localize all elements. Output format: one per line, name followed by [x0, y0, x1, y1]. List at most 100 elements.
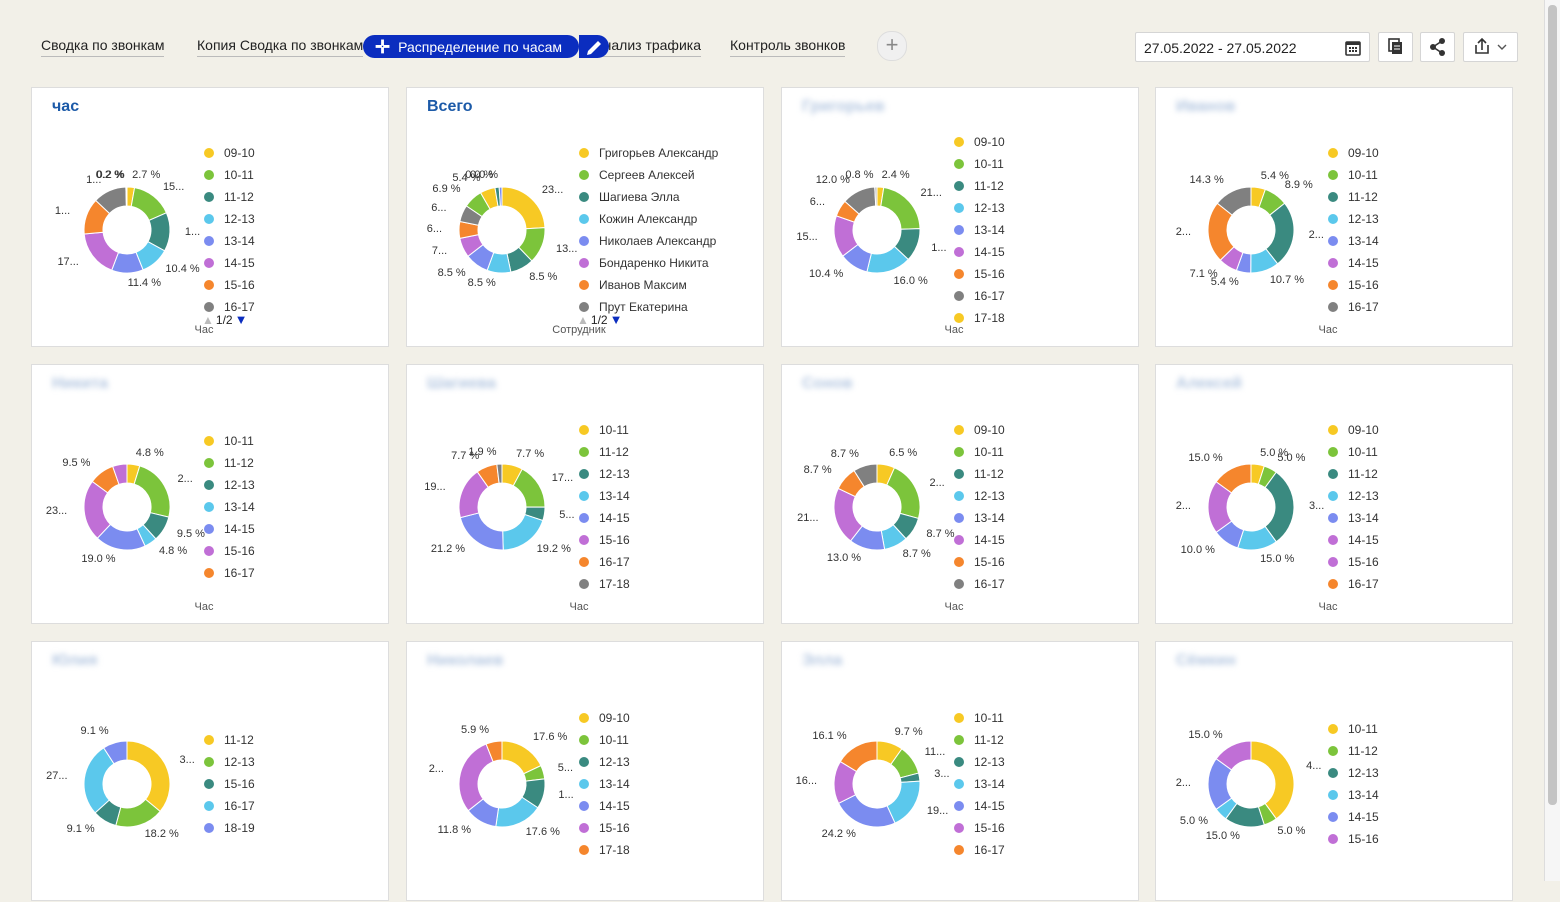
legend-item[interactable]: 15-16	[204, 540, 255, 562]
legend-item[interactable]: 14-15	[1328, 252, 1379, 274]
calendar-icon[interactable]	[1344, 39, 1362, 57]
legend-item[interactable]: 12-13	[204, 208, 255, 230]
pie-slice[interactable]	[485, 740, 503, 763]
legend-item[interactable]: 15-16	[954, 263, 1005, 285]
legend-item[interactable]: 10-11	[954, 153, 1005, 175]
legend-item[interactable]: 13-14	[954, 507, 1005, 529]
legend-item[interactable]: 12-13	[579, 463, 630, 485]
pie-slice[interactable]	[502, 513, 544, 551]
legend-item[interactable]: 09-10	[579, 707, 630, 729]
legend-item[interactable]: 11-12	[204, 452, 255, 474]
legend-item[interactable]: 18-19	[204, 817, 255, 839]
legend-item[interactable]: 15-16	[954, 551, 1005, 573]
legend-item[interactable]: 15-16	[1328, 828, 1379, 850]
legend-item[interactable]: 12-13	[954, 485, 1005, 507]
legend-item[interactable]: 10-11	[204, 430, 255, 452]
legend-item[interactable]: 13-14	[1328, 230, 1379, 252]
legend-item[interactable]: 16-17	[1328, 296, 1379, 318]
pie-slice[interactable]	[853, 463, 878, 488]
legend-item[interactable]: 16-17	[1328, 573, 1379, 595]
export-button[interactable]	[1463, 32, 1518, 62]
legend-item[interactable]: 12-13	[1328, 485, 1379, 507]
pie-slice[interactable]	[874, 186, 878, 207]
legend-item[interactable]: 11-12	[954, 729, 1005, 751]
legend-item[interactable]: 11-12	[204, 729, 255, 751]
legend-item[interactable]: Кожин Александр	[579, 208, 718, 230]
legend-item[interactable]: Шагиева Элла	[579, 186, 718, 208]
legend-item[interactable]: 13-14	[204, 230, 255, 252]
legend-item[interactable]: 10-11	[579, 419, 630, 441]
legend-item[interactable]: 13-14	[954, 219, 1005, 241]
legend-item[interactable]: 15-16	[579, 529, 630, 551]
legend-item[interactable]: 10-11	[204, 164, 255, 186]
legend-item[interactable]: Прут Екатерина	[579, 296, 718, 318]
tab-call-summary[interactable]: Сводка по звонкам	[41, 37, 165, 57]
tab-hourly-distribution[interactable]: ✛ Распределение по часам	[363, 35, 579, 58]
legend-item[interactable]: 16-17	[204, 562, 255, 584]
legend-item[interactable]: 17-18	[579, 573, 630, 595]
legend-item[interactable]: 13-14	[954, 773, 1005, 795]
tab-traffic-analysis[interactable]: Анализ трафика	[595, 37, 701, 57]
pie-slice[interactable]	[1215, 463, 1252, 494]
scrollbar-thumb[interactable]	[1548, 5, 1557, 805]
legend-item[interactable]: 15-16	[1328, 274, 1379, 296]
legend-item[interactable]: 14-15	[579, 795, 630, 817]
date-range-input[interactable]: 27.05.2022 - 27.05.2022	[1135, 32, 1370, 62]
legend-item[interactable]: 15-16	[204, 773, 255, 795]
add-tab-button[interactable]: +	[877, 31, 907, 61]
pager-up-icon[interactable]: ▲	[202, 312, 214, 327]
pie-slice[interactable]	[880, 186, 921, 230]
pager-down-icon[interactable]: ▼	[609, 312, 623, 327]
pie-slice[interactable]	[1250, 740, 1295, 820]
legend-item[interactable]: 17-18	[579, 839, 630, 861]
legend-item[interactable]: 16-17	[579, 551, 630, 573]
legend-item[interactable]: 10-11	[1328, 718, 1379, 740]
pie-slice[interactable]	[1215, 740, 1252, 771]
legend-item[interactable]: 11-12	[204, 186, 255, 208]
legend-item[interactable]: 12-13	[1328, 208, 1379, 230]
legend-item[interactable]: 10-11	[954, 441, 1005, 463]
legend-item[interactable]: 10-11	[954, 707, 1005, 729]
legend-item[interactable]: 14-15	[954, 795, 1005, 817]
legend-item[interactable]: 09-10	[1328, 419, 1379, 441]
legend-item[interactable]: 15-16	[1328, 551, 1379, 573]
legend-item[interactable]: 12-13	[954, 197, 1005, 219]
legend-item[interactable]: 12-13	[204, 474, 255, 496]
pie-slice[interactable]	[498, 186, 503, 207]
copy-button[interactable]	[1378, 32, 1413, 62]
legend-item[interactable]: 13-14	[204, 496, 255, 518]
legend-item[interactable]: 14-15	[579, 507, 630, 529]
pie-slice[interactable]	[112, 463, 128, 486]
legend-item[interactable]: Сергеев Алексей	[579, 164, 718, 186]
legend-item[interactable]: Николаев Александр	[579, 230, 718, 252]
scrollbar[interactable]	[1544, 0, 1560, 881]
legend-item[interactable]: Григорьев Александр	[579, 142, 718, 164]
pie-slice[interactable]	[496, 463, 503, 484]
legend-item[interactable]: 14-15	[954, 241, 1005, 263]
legend-item[interactable]: 12-13	[204, 751, 255, 773]
legend-item[interactable]: 14-15	[954, 529, 1005, 551]
legend-item[interactable]: 11-12	[954, 463, 1005, 485]
pie-slice[interactable]	[839, 740, 878, 773]
tab-call-summary-copy[interactable]: Копия Сводка по звонкам	[197, 37, 363, 57]
legend-item[interactable]: 12-13	[954, 751, 1005, 773]
legend-item[interactable]: 17-18	[954, 307, 1005, 329]
legend-item[interactable]: 14-15	[204, 252, 255, 274]
pie-slice[interactable]	[1216, 186, 1252, 216]
legend-item[interactable]: 09-10	[1328, 142, 1379, 164]
legend-item[interactable]: 14-15	[1328, 806, 1379, 828]
pie-slice[interactable]	[458, 743, 494, 812]
legend-item[interactable]: 10-11	[1328, 441, 1379, 463]
pie-slice[interactable]	[1264, 471, 1295, 543]
legend-item[interactable]: 09-10	[954, 419, 1005, 441]
legend-item[interactable]: 16-17	[954, 839, 1005, 861]
edit-tab-button[interactable]	[579, 35, 609, 58]
legend-item[interactable]: 13-14	[579, 773, 630, 795]
legend-item[interactable]: 13-14	[1328, 507, 1379, 529]
legend-item[interactable]: 11-12	[954, 175, 1005, 197]
pie-slice[interactable]	[126, 740, 171, 813]
pie-slice[interactable]	[83, 231, 120, 271]
pie-slice[interactable]	[886, 467, 921, 520]
legend-item[interactable]: 12-13	[579, 751, 630, 773]
legend-item[interactable]: 10-11	[1328, 164, 1379, 186]
